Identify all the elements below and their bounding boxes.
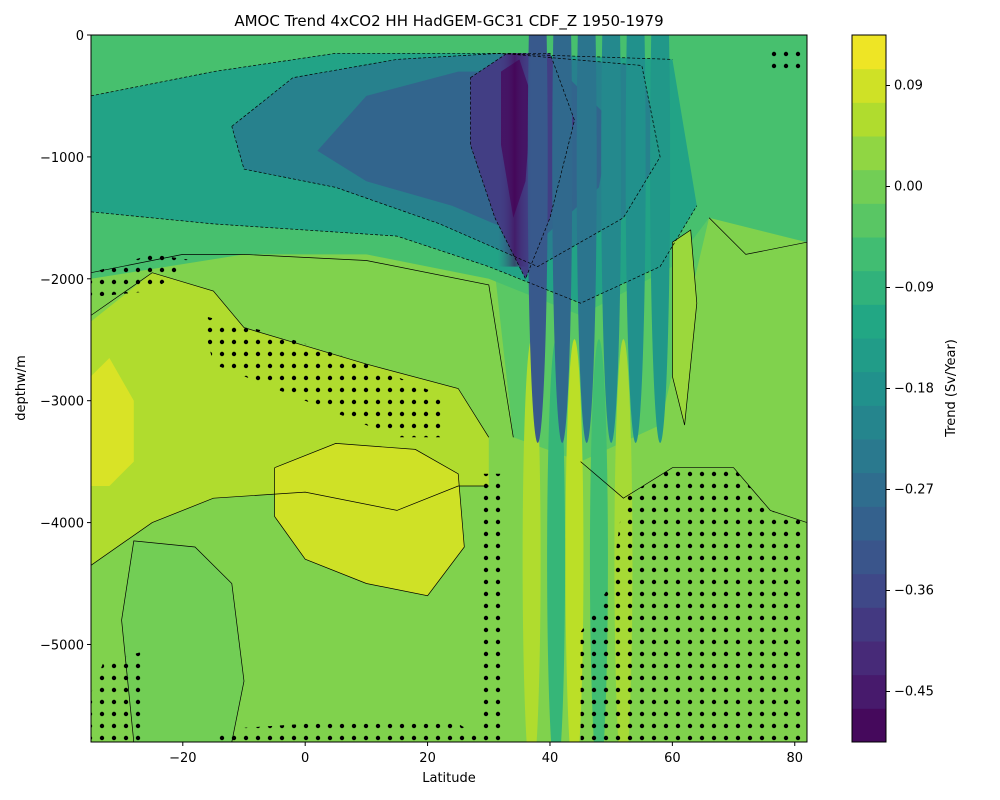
deep-band (522, 339, 541, 742)
colorbar-level (852, 338, 886, 373)
x-axis-label: Latitude (422, 771, 476, 786)
y-tick-label: −3000 (40, 395, 84, 410)
contour-solid (580, 461, 807, 523)
colorbar-level (852, 439, 886, 474)
y-tick-label: −5000 (40, 638, 84, 653)
y-tick-label: 0 (76, 29, 84, 44)
colorbar-tick-label: −0.09 (894, 281, 934, 296)
x-axis: −20 0 20 40 60 80 (169, 742, 803, 766)
contour-solid (121, 540, 245, 742)
deep-band (547, 339, 566, 742)
upper-band (625, 35, 646, 443)
contour-lines (91, 52, 807, 742)
stippling (91, 47, 807, 742)
upper-band (650, 35, 671, 443)
contour-dashed (91, 205, 698, 304)
colorbar-level (852, 674, 886, 709)
contour-fields (91, 35, 807, 742)
stipple-upper-south (91, 254, 195, 298)
chart-title: AMOC Trend 4xCO2 HH HadGEM-GC31 CDF_Z 19… (234, 12, 663, 31)
colorbar-tick-label: −0.45 (894, 685, 934, 700)
x-tick-label: 60 (664, 751, 681, 766)
colorbar-level (852, 540, 886, 575)
plot-frame (90, 34, 808, 743)
x-tick-label: 40 (542, 751, 559, 766)
stipple-slope (476, 473, 508, 742)
y-tick-label: −2000 (40, 273, 84, 288)
stipple-deep-south (91, 650, 147, 742)
y-tick-label: −1000 (40, 151, 84, 166)
contour-solid (91, 254, 514, 438)
colorbar-level (852, 573, 886, 608)
field-sh-max (91, 358, 134, 486)
y-tick-label: −4000 (40, 517, 84, 532)
colorbar-level (852, 237, 886, 272)
colorbar-tick-label: 0.09 (894, 79, 923, 94)
plot-area (91, 35, 807, 742)
contour-solid (91, 485, 489, 566)
contour-solid (708, 217, 807, 255)
colorbar-tick-label: −0.36 (894, 584, 934, 599)
colorbar-level (852, 708, 886, 743)
colorbar-label: Trend (Sv/Year) (944, 339, 959, 438)
core-shading (497, 53, 532, 267)
y-axis-label: depthw/m (14, 355, 29, 421)
field-nordic-positive (672, 230, 697, 426)
stipple-arctic (770, 47, 807, 72)
stipple-bottom (213, 723, 489, 742)
colorbar-level (852, 136, 886, 171)
x-tick-label: −20 (169, 751, 196, 766)
colorbar-level (852, 371, 886, 406)
stipple-deep-north (580, 467, 807, 742)
colorbar-level (852, 405, 886, 440)
colorbar-level (852, 304, 886, 339)
colorbar-level (852, 506, 886, 541)
colorbar-level (852, 270, 886, 305)
colorbar-level (852, 35, 886, 70)
colorbar-level (852, 607, 886, 642)
field-subtropic-max (274, 443, 465, 596)
colorbar-level (852, 203, 886, 238)
colorbar-tick-label: −0.18 (894, 382, 934, 397)
x-tick-label: 80 (786, 751, 803, 766)
contour-dashed (91, 52, 673, 97)
colorbar-tick-label: 0.00 (894, 180, 923, 195)
deep-band (565, 339, 584, 742)
upper-band (552, 35, 573, 443)
y-axis: 0 −1000 −2000 −3000 −4000 −5000 (40, 29, 91, 653)
colorbar-level (852, 641, 886, 676)
field-abyssal (121, 540, 244, 742)
upper-band (527, 35, 548, 443)
contour-solid (672, 229, 698, 426)
upper-band (601, 35, 622, 443)
x-tick-label: 0 (301, 751, 309, 766)
colorbar: 0.09 0.00 −0.09 −0.18 −0.27 −0.36 −0.45 (851, 34, 934, 743)
stipple-mid-band (201, 315, 446, 438)
x-tick-label: 20 (419, 751, 436, 766)
colorbar-level (852, 68, 886, 103)
contour-solid (274, 443, 465, 597)
contour-dashed (231, 52, 661, 267)
contour-solid (91, 272, 490, 438)
colorbar-tick-label: −0.27 (894, 483, 934, 498)
colorbar-level (852, 472, 886, 507)
colorbar-level (852, 169, 886, 204)
colorbar-level (852, 102, 886, 137)
